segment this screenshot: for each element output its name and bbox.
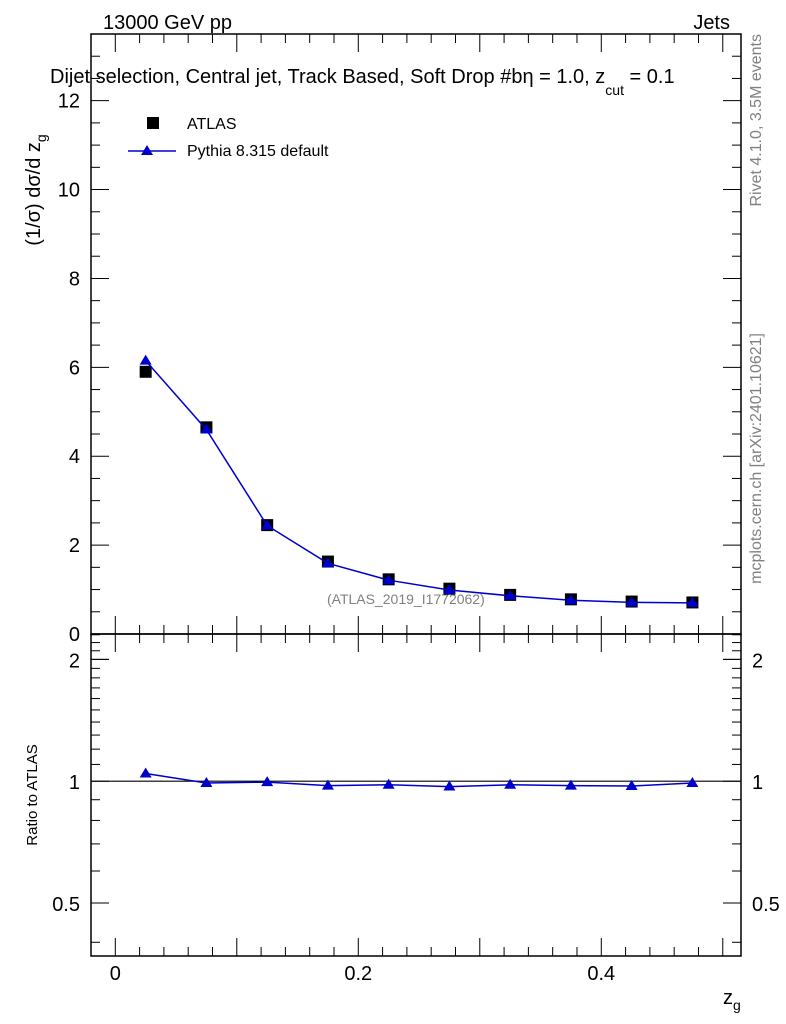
rivet-label: Rivet 4.1.0, 3.5M events xyxy=(748,34,765,207)
pythia-point xyxy=(261,519,274,530)
ratio-point xyxy=(504,778,517,789)
header-right: Jets xyxy=(693,12,730,34)
pythia-line xyxy=(145,360,693,604)
title-eta: η = 1.0, z xyxy=(522,66,605,88)
atlas-point xyxy=(139,365,152,378)
pythia-point xyxy=(200,423,213,434)
ratio-point xyxy=(686,776,699,787)
ratio-point xyxy=(261,776,274,787)
mcplots-label: mcplots.cern.ch [arXiv:2401.10621] xyxy=(748,333,765,584)
legend-atlas-marker xyxy=(147,117,159,129)
main-y-tick-label: 4 xyxy=(69,446,80,468)
pythia-point xyxy=(686,596,699,607)
ratio-point xyxy=(321,779,334,790)
ratio-y-tick-label: 1 xyxy=(69,772,80,794)
main-y-tick-labels: 0 2 4 6 8 10 12 xyxy=(58,91,80,646)
main-y-tick-label: 8 xyxy=(69,268,80,290)
legend-pythia-marker xyxy=(141,145,153,155)
legend-pythia-label: Pythia 8.315 default xyxy=(187,143,329,160)
pythia-point xyxy=(564,594,577,605)
analysis-watermark: (ATLAS_2019_I1772062) xyxy=(327,591,485,607)
x-tick-label: 0 xyxy=(110,963,121,985)
ylabel-sub: g xyxy=(33,134,49,142)
title-end: = 0.1 xyxy=(624,66,675,88)
pythia-point xyxy=(321,557,334,568)
main-y-axis-label: (1/σ) dσ/d zg xyxy=(23,134,49,245)
main-data-layer xyxy=(139,354,699,609)
ratio-y-tick-label-right: 0.5 xyxy=(752,894,780,916)
legend-atlas-label: ATLAS xyxy=(187,116,237,133)
ratio-y-tick-label: 2 xyxy=(69,650,80,672)
ratio-point xyxy=(564,779,577,790)
main-y-tick-label: 2 xyxy=(69,535,80,557)
ratio-axis-ticks xyxy=(91,634,741,956)
pythia-point xyxy=(504,589,517,600)
pythia-point xyxy=(382,574,395,585)
main-y-tick-label: 10 xyxy=(58,180,80,202)
main-y-tick-label: 6 xyxy=(69,357,80,379)
main-axis-ticks xyxy=(91,33,741,635)
ratio-line xyxy=(145,772,693,788)
ratio-point xyxy=(625,780,638,791)
title-sub: cut xyxy=(605,82,624,98)
ratio-y-tick-labels: 0.5 0.5 1 1 2 2 xyxy=(52,650,780,916)
ratio-data-layer xyxy=(91,767,741,791)
ratio-point xyxy=(200,776,213,787)
x-tick-label: 0.2 xyxy=(344,963,372,985)
xlabel-main: z xyxy=(723,987,733,1009)
ratio-point xyxy=(382,778,395,789)
ratio-point xyxy=(139,767,152,778)
x-tick-label: 0.4 xyxy=(587,963,615,985)
ratio-y-tick-label-right: 1 xyxy=(752,772,763,794)
ratio-y-tick-label-right: 2 xyxy=(752,650,763,672)
pythia-point xyxy=(625,596,638,607)
title-main: Dijet selection, Central jet, Track Base… xyxy=(50,66,522,88)
header-left: 13000 GeV pp xyxy=(103,12,232,34)
ratio-point xyxy=(443,780,456,791)
ratio-y-axis-label: Ratio to ATLAS xyxy=(24,744,41,845)
ratio-y-tick-label: 0.5 xyxy=(52,894,80,916)
pythia-point xyxy=(139,354,152,365)
main-y-tick-label: 12 xyxy=(58,91,80,113)
x-tick-labels: 0 0.2 0.4 xyxy=(110,963,615,985)
x-axis-label: zg xyxy=(723,987,741,1013)
plot-title: Dijet selection, Central jet, Track Base… xyxy=(50,66,675,98)
ylabel-pre: (1/σ) dσ/d z xyxy=(23,142,45,246)
ratio-panel-frame xyxy=(90,633,742,957)
pythia-point xyxy=(443,584,456,594)
xlabel-sub: g xyxy=(733,997,741,1013)
main-y-tick-label: 0 xyxy=(69,624,80,646)
